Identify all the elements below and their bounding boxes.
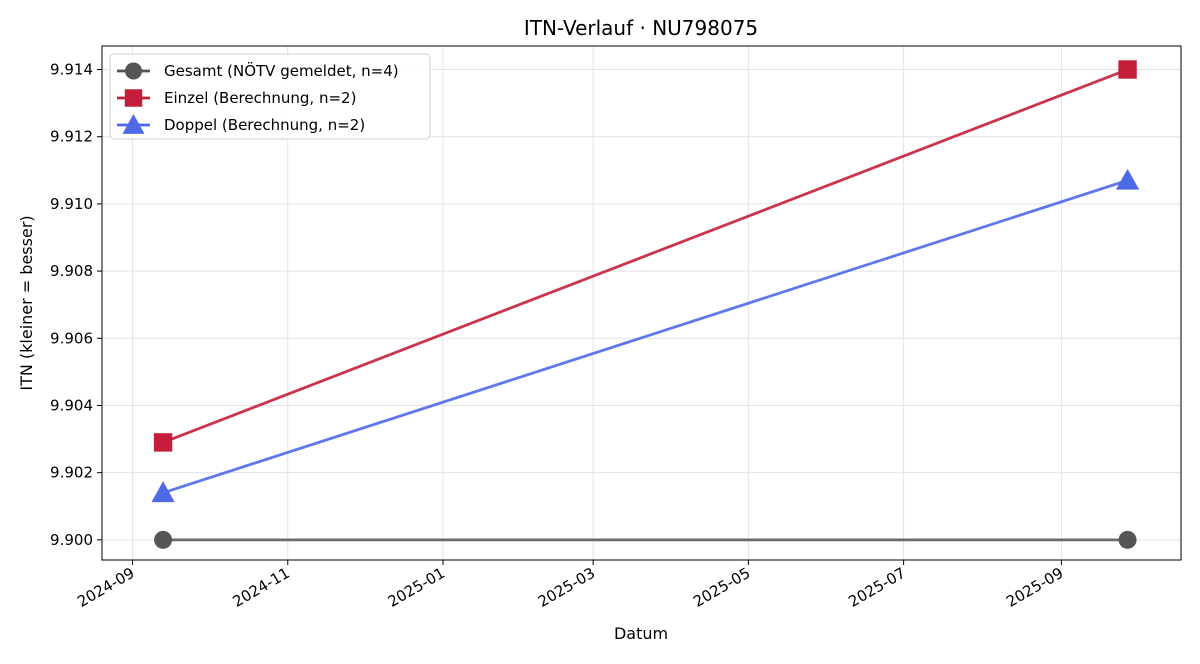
legend-marker	[122, 113, 145, 134]
legend: Gesamt (NÖTV gemeldet, n=4) Einzel (Berec…	[109, 53, 431, 140]
chart-title: ITN-Verlauf · NU798075	[524, 16, 758, 40]
y-tick-label: 9.912	[50, 128, 93, 146]
x-tick-label: 2025-07	[845, 564, 908, 611]
x-tick-label: 2025-03	[535, 564, 598, 611]
data-point	[1118, 530, 1137, 549]
series-layer	[151, 60, 1140, 549]
legend-marker	[124, 89, 143, 107]
legend-box	[109, 53, 431, 140]
data-point	[1115, 168, 1140, 190]
legend-marker	[124, 62, 143, 80]
series-3	[151, 168, 1140, 503]
grid	[102, 46, 1181, 560]
data-point	[154, 530, 173, 549]
x-axis-title: Datum	[614, 624, 668, 643]
series-2	[153, 60, 1137, 452]
x-axis: 2024-09 2024-11 2025-01 2025-03 2025-05 2025-…	[74, 560, 1066, 611]
series-line	[162, 68, 1129, 444]
y-axis: 9.900 9.902 9.904 9.906 9.908 9.910 9.912 9.914	[50, 61, 102, 549]
legend-entry: Einzel (Berechnung, n=2)	[117, 89, 356, 107]
legend-label: Einzel (Berechnung, n=2)	[164, 89, 356, 107]
legend-label: Doppel (Berechnung, n=2)	[164, 116, 365, 134]
x-tick-label: 2025-05	[690, 564, 753, 611]
y-tick-label: 9.906	[50, 329, 93, 347]
legend-entry: Doppel (Berechnung, n=2)	[117, 113, 365, 134]
y-tick-label: 9.914	[50, 61, 93, 79]
y-tick-label: 9.910	[50, 195, 93, 213]
series-1	[154, 530, 1137, 549]
plot-frame	[101, 45, 1182, 561]
x-tick-label: 2025-09	[1003, 564, 1066, 611]
y-tick-label: 9.900	[50, 531, 93, 549]
legend-label: Gesamt (NÖTV gemeldet, n=4)	[164, 61, 399, 80]
x-tick-label: 2024-11	[229, 564, 292, 611]
y-tick-label: 9.904	[50, 396, 93, 414]
legend-entry: Gesamt (NÖTV gemeldet, n=4)	[117, 61, 399, 80]
data-point	[1118, 60, 1137, 79]
series-line	[162, 179, 1128, 495]
x-tick-label: 2024-09	[74, 564, 137, 611]
y-tick-label: 9.902	[50, 464, 93, 482]
x-tick-label: 2025-01	[385, 564, 448, 611]
y-axis-title: ITN (kleiner = besser)	[17, 215, 36, 390]
y-tick-label: 9.908	[50, 262, 93, 280]
data-point	[151, 481, 175, 503]
data-point	[153, 433, 173, 452]
